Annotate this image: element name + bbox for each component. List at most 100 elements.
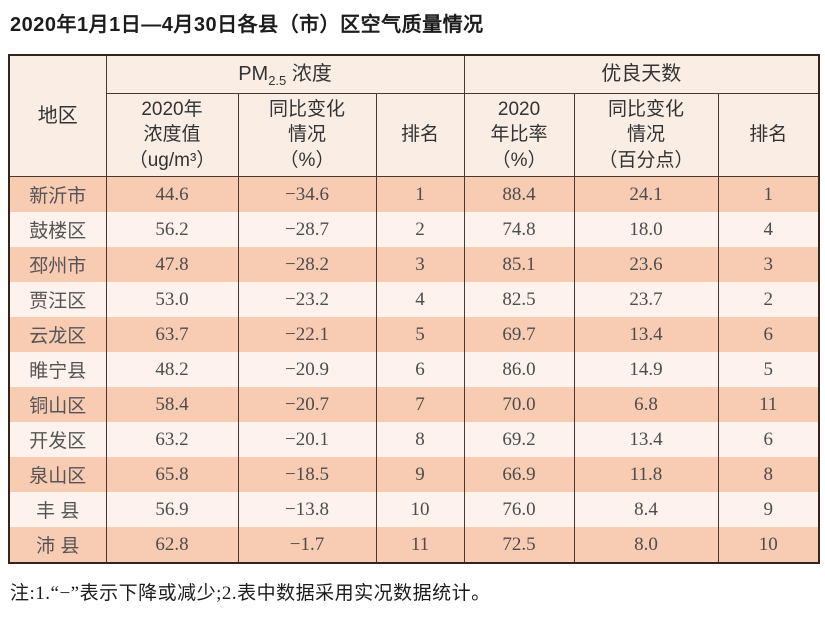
table-row: 贾汪区 53.0 −23.2 4 82.5 23.7 2 — [8, 282, 820, 317]
cell-ratio-rank: 11 — [717, 387, 820, 422]
header-sub-row: 2020年 浓度值 （ug/m³） 同比变化 情况 （%） 排名 2020 年比… — [9, 93, 820, 177]
page-title: 2020年1月1日—4月30日各县（市）区空气质量情况 — [10, 14, 484, 36]
cell-pm25-change: −22.1 — [237, 317, 377, 352]
cell-pm25-change: −20.7 — [237, 387, 377, 422]
cell-pm25-rank: 11 — [375, 527, 465, 563]
col-group-good-days: 优良天数 — [463, 54, 820, 94]
cell-region: 铜山区 — [8, 387, 107, 422]
cell-ratio-change: 23.6 — [573, 247, 719, 282]
cell-pm25-value: 63.7 — [105, 317, 239, 352]
cell-ratio-change: 13.4 — [573, 422, 719, 457]
pm25-label-prefix: PM — [238, 63, 269, 85]
cell-ratio-value: 82.5 — [463, 282, 575, 317]
cell-region: 沛 县 — [8, 527, 107, 563]
cell-ratio-value: 85.1 — [463, 247, 575, 282]
cell-ratio-value: 72.5 — [463, 527, 575, 563]
table-header: 地区 PM2.5 浓度 优良天数 2020年 浓度值 （ug/m³） 同比变化 … — [8, 54, 820, 177]
cell-pm25-rank: 9 — [375, 457, 465, 492]
table-row: 泉山区 65.8 −18.5 9 66.9 11.8 8 — [8, 457, 820, 492]
cell-pm25-rank: 2 — [375, 212, 465, 247]
cell-region: 鼓楼区 — [8, 212, 107, 247]
cell-pm25-change: −28.7 — [237, 212, 377, 247]
cell-ratio-rank: 3 — [717, 247, 820, 282]
cell-ratio-rank: 9 — [717, 492, 820, 527]
footnote: 注:1.“−”表示下降或减少;2.表中数据采用实况数据统计。 — [10, 583, 491, 604]
cell-ratio-value: 88.4 — [463, 176, 575, 212]
cell-ratio-change: 14.9 — [573, 352, 719, 387]
col-header-ratio-change: 同比变化 情况 （百分点） — [573, 93, 719, 177]
cell-ratio-rank: 8 — [717, 457, 820, 492]
cell-pm25-change: −1.7 — [237, 527, 377, 563]
col-group-pm25: PM2.5 浓度 — [105, 54, 465, 94]
cell-pm25-rank: 1 — [375, 176, 465, 212]
cell-ratio-rank: 4 — [717, 212, 820, 247]
cell-ratio-value: 74.8 — [463, 212, 575, 247]
cell-ratio-rank: 10 — [717, 527, 820, 563]
table-row: 新沂市 44.6 −34.6 1 88.4 24.1 1 — [8, 176, 820, 212]
cell-pm25-rank: 7 — [375, 387, 465, 422]
cell-ratio-value: 69.2 — [463, 422, 575, 457]
cell-pm25-value: 56.2 — [105, 212, 239, 247]
cell-region: 邳州市 — [8, 247, 107, 282]
cell-pm25-value: 63.2 — [105, 422, 239, 457]
cell-pm25-rank: 3 — [375, 247, 465, 282]
col-header-pm25-rank: 排名 — [375, 93, 465, 177]
cell-ratio-rank: 6 — [717, 317, 820, 352]
cell-pm25-value: 56.9 — [105, 492, 239, 527]
cell-ratio-value: 76.0 — [463, 492, 575, 527]
cell-pm25-change: −34.6 — [237, 176, 377, 212]
cell-pm25-change: −23.2 — [237, 282, 377, 317]
cell-ratio-change: 11.8 — [573, 457, 719, 492]
table-row: 鼓楼区 56.2 −28.7 2 74.8 18.0 4 — [8, 212, 820, 247]
cell-pm25-value: 62.8 — [105, 527, 239, 563]
cell-ratio-value: 70.0 — [463, 387, 575, 422]
table-row: 云龙区 63.7 −22.1 5 69.7 13.4 6 — [8, 317, 820, 352]
cell-pm25-change: −28.2 — [237, 247, 377, 282]
cell-region: 新沂市 — [8, 176, 107, 212]
cell-ratio-rank: 5 — [717, 352, 820, 387]
cell-ratio-rank: 1 — [717, 176, 820, 212]
air-quality-table: 地区 PM2.5 浓度 优良天数 2020年 浓度值 （ug/m³） 同比变化 … — [8, 54, 821, 564]
cell-region: 丰 县 — [8, 492, 107, 527]
cell-pm25-value: 58.4 — [105, 387, 239, 422]
cell-pm25-value: 47.8 — [105, 247, 239, 282]
col-header-ratio-rank: 排名 — [717, 93, 820, 177]
cell-pm25-rank: 10 — [375, 492, 465, 527]
cell-region: 睢宁县 — [8, 352, 107, 387]
cell-pm25-change: −20.1 — [237, 422, 377, 457]
cell-region: 泉山区 — [8, 457, 107, 492]
table-row: 铜山区 58.4 −20.7 7 70.0 6.8 11 — [8, 387, 820, 422]
col-header-ratio-value: 2020 年比率 （%） — [463, 93, 575, 177]
cell-pm25-value: 53.0 — [105, 282, 239, 317]
cell-pm25-change: −18.5 — [237, 457, 377, 492]
table-body: 新沂市 44.6 −34.6 1 88.4 24.1 1 鼓楼区 56.2 −28.7 2 74.8 1… — [8, 176, 820, 563]
table-row: 邳州市 47.8 −28.2 3 85.1 23.6 3 — [8, 247, 820, 282]
cell-pm25-rank: 4 — [375, 282, 465, 317]
cell-ratio-change: 23.7 — [573, 282, 719, 317]
cell-region: 贾汪区 — [8, 282, 107, 317]
col-header-pm25-change: 同比变化 情况 （%） — [237, 93, 377, 177]
table-row: 开发区 63.2 −20.1 8 69.2 13.4 6 — [8, 422, 820, 457]
cell-ratio-change: 6.8 — [573, 387, 719, 422]
col-header-region: 地区 — [8, 54, 107, 177]
cell-ratio-value: 66.9 — [463, 457, 575, 492]
cell-ratio-change: 18.0 — [573, 212, 719, 247]
cell-region: 开发区 — [8, 422, 107, 457]
cell-pm25-rank: 8 — [375, 422, 465, 457]
cell-pm25-change: −13.8 — [237, 492, 377, 527]
cell-region: 云龙区 — [8, 317, 107, 352]
cell-ratio-value: 86.0 — [463, 352, 575, 387]
header-group-row: 地区 PM2.5 浓度 优良天数 — [8, 54, 820, 177]
cell-pm25-value: 65.8 — [105, 457, 239, 492]
pm25-label-suffix: 浓度 — [286, 63, 332, 85]
cell-ratio-rank: 6 — [717, 422, 820, 457]
cell-pm25-rank: 5 — [375, 317, 465, 352]
cell-ratio-change: 8.4 — [573, 492, 719, 527]
table-row: 睢宁县 48.2 −20.9 6 86.0 14.9 5 — [8, 352, 820, 387]
cell-ratio-change: 13.4 — [573, 317, 719, 352]
cell-pm25-value: 48.2 — [105, 352, 239, 387]
table-row: 丰 县 56.9 −13.8 10 76.0 8.4 9 — [8, 492, 820, 527]
cell-ratio-change: 8.0 — [573, 527, 719, 563]
col-header-pm25-value: 2020年 浓度值 （ug/m³） — [105, 93, 239, 177]
